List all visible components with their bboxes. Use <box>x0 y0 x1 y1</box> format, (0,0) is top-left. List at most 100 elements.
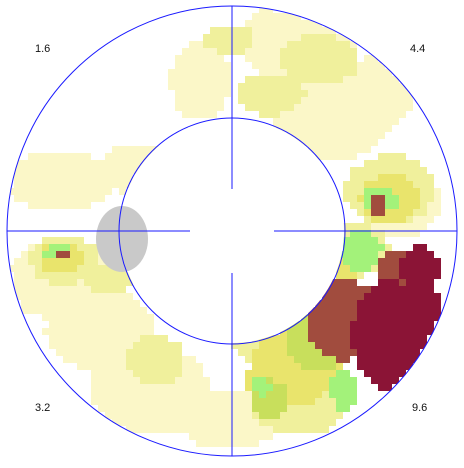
deviation-cell <box>273 41 280 48</box>
deviation-cell <box>49 272 56 279</box>
deviation-cell <box>84 167 91 174</box>
deviation-cell <box>308 69 315 76</box>
deviation-cell <box>217 83 224 90</box>
deviation-cell <box>245 405 252 412</box>
deviation-cell <box>70 286 77 293</box>
deviation-cell <box>217 433 224 440</box>
deviation-cell <box>385 83 392 90</box>
deviation-cell <box>147 349 154 356</box>
deviation-cell <box>329 398 336 405</box>
deviation-cell <box>21 258 28 265</box>
deviation-cell <box>98 188 105 195</box>
deviation-cell <box>336 76 343 83</box>
deviation-cell <box>357 181 364 188</box>
deviation-cell <box>294 76 301 83</box>
deviation-cell <box>399 300 406 307</box>
deviation-cell <box>84 321 91 328</box>
deviation-cell <box>105 293 112 300</box>
deviation-cell <box>315 90 322 97</box>
deviation-cell <box>56 314 63 321</box>
deviation-cell <box>329 412 336 419</box>
deviation-cell <box>329 391 336 398</box>
deviation-cell <box>294 356 301 363</box>
deviation-cell <box>315 391 322 398</box>
deviation-cell <box>140 412 147 419</box>
deviation-cell <box>168 69 175 76</box>
deviation-cell <box>112 174 119 181</box>
deviation-cell <box>112 370 119 377</box>
deviation-cell <box>427 195 434 202</box>
deviation-cell <box>343 342 350 349</box>
deviation-cell <box>140 335 147 342</box>
deviation-cell <box>371 286 378 293</box>
deviation-cell <box>343 356 350 363</box>
deviation-cell <box>126 405 133 412</box>
deviation-cell <box>77 153 84 160</box>
deviation-cell <box>126 146 133 153</box>
deviation-cell <box>35 286 42 293</box>
deviation-cell <box>371 83 378 90</box>
deviation-cell <box>154 349 161 356</box>
deviation-cell <box>91 314 98 321</box>
deviation-cell <box>126 342 133 349</box>
deviation-cell <box>259 342 266 349</box>
deviation-cell <box>273 90 280 97</box>
deviation-cell <box>322 349 329 356</box>
deviation-cell <box>119 272 126 279</box>
deviation-cell <box>238 412 245 419</box>
deviation-cell <box>413 314 420 321</box>
deviation-cell <box>182 377 189 384</box>
deviation-cell <box>294 48 301 55</box>
deviation-cell <box>385 363 392 370</box>
deviation-cell <box>357 335 364 342</box>
deviation-cell <box>189 48 196 55</box>
deviation-cell <box>147 335 154 342</box>
deviation-cell <box>266 111 273 118</box>
deviation-cell <box>413 216 420 223</box>
deviation-cell <box>385 97 392 104</box>
deviation-cell <box>385 76 392 83</box>
deviation-cell <box>245 426 252 433</box>
deviation-cell <box>378 286 385 293</box>
deviation-cell <box>343 321 350 328</box>
deviation-cell <box>294 412 301 419</box>
deviation-cell <box>273 342 280 349</box>
deviation-cell <box>147 146 154 153</box>
deviation-cell <box>21 181 28 188</box>
deviation-cell <box>77 328 84 335</box>
deviation-cell <box>294 27 301 34</box>
deviation-cell <box>378 244 385 251</box>
deviation-cell <box>189 391 196 398</box>
deviation-cell <box>238 342 245 349</box>
deviation-cell <box>392 104 399 111</box>
deviation-cell <box>252 48 259 55</box>
deviation-cell <box>245 342 252 349</box>
deviation-cell <box>154 398 161 405</box>
deviation-cell <box>413 321 420 328</box>
deviation-cell <box>392 195 399 202</box>
deviation-cell <box>56 265 63 272</box>
deviation-cell <box>420 216 427 223</box>
deviation-cell <box>294 349 301 356</box>
deviation-cell <box>168 398 175 405</box>
deviation-cell <box>336 314 343 321</box>
deviation-cell <box>70 356 77 363</box>
deviation-cell <box>378 314 385 321</box>
deviation-cell <box>308 314 315 321</box>
deviation-cell <box>280 62 287 69</box>
deviation-cell <box>119 349 126 356</box>
deviation-cell <box>245 90 252 97</box>
deviation-cell <box>420 209 427 216</box>
deviation-cell <box>105 160 112 167</box>
deviation-cell <box>392 251 399 258</box>
deviation-cell <box>322 384 329 391</box>
deviation-cell <box>56 286 63 293</box>
deviation-cell <box>77 272 84 279</box>
deviation-cell <box>406 223 413 230</box>
deviation-cell <box>308 391 315 398</box>
deviation-cell <box>245 41 252 48</box>
deviation-cell <box>98 370 105 377</box>
deviation-cell <box>266 377 273 384</box>
deviation-cell <box>406 195 413 202</box>
deviation-cell <box>413 328 420 335</box>
